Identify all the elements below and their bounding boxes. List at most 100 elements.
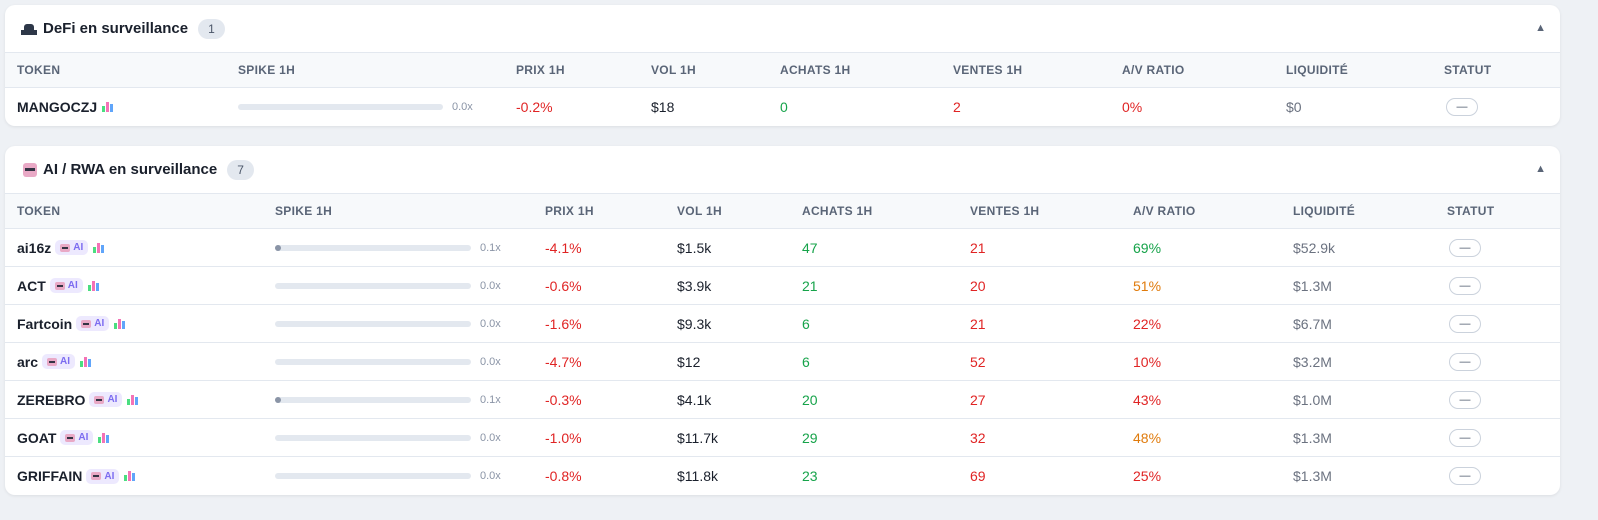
sells: 52: [970, 353, 986, 370]
status-button[interactable]: —: [1449, 428, 1481, 447]
section-header[interactable]: DeFi en surveillance 1 ▲: [5, 5, 1560, 53]
column-header[interactable]: SPIKE 1H: [238, 63, 296, 77]
ai-badge: AI: [42, 354, 76, 369]
chart-icon[interactable]: [87, 280, 99, 291]
table-row[interactable]: Fartcoin AI 0.0x -1.6% $9.3k 6 21 22% $6…: [5, 305, 1560, 343]
sells: 2: [953, 99, 961, 115]
column-header[interactable]: VOL 1H: [651, 63, 696, 77]
column-header[interactable]: SPIKE 1H: [275, 204, 333, 218]
volume: $3.9k: [677, 277, 712, 294]
column-header[interactable]: A/V RATIO: [1122, 63, 1185, 77]
token-name[interactable]: MANGOCZJ: [17, 99, 98, 115]
volume: $11.7k: [677, 429, 718, 446]
buy-sell-ratio: 10%: [1133, 353, 1162, 370]
bank-icon: [21, 22, 37, 36]
column-header[interactable]: VENTES 1H: [953, 63, 1023, 77]
table-row[interactable]: arc AI 0.0x -4.7% $12 6 52 10% $3.2M —: [5, 343, 1560, 381]
robot-icon: [91, 472, 102, 480]
buy-sell-ratio: 51%: [1133, 277, 1162, 294]
status-button[interactable]: —: [1449, 352, 1481, 371]
column-header[interactable]: ACHATS 1H: [802, 204, 873, 218]
column-header[interactable]: TOKEN: [17, 204, 61, 218]
status-button[interactable]: —: [1449, 390, 1481, 409]
price-change: -0.8%: [545, 468, 582, 484]
column-header[interactable]: PRIX 1H: [545, 204, 594, 218]
chart-icon[interactable]: [102, 102, 114, 112]
price-change: -0.2%: [516, 99, 553, 115]
ai-badge: AI: [89, 392, 123, 407]
ai-badge: AI: [55, 240, 89, 255]
liquidity: $1.3M: [1293, 429, 1332, 446]
buys: 20: [802, 391, 818, 408]
chart-icon[interactable]: [114, 318, 126, 329]
token-name[interactable]: Fartcoin: [17, 315, 73, 332]
ai-badge: AI: [60, 430, 94, 445]
column-header[interactable]: LIQUIDITÉ: [1293, 204, 1356, 218]
table-row[interactable]: MANGOCZJ 0.0x -0.2% $18 0 2 0% $0 —: [5, 88, 1560, 126]
buys: 0: [780, 99, 788, 115]
spike-value: 0.0x: [480, 279, 501, 292]
watchlist-section: AI / RWA en surveillance 7 ▲ TOKEN SPIKE 1…: [5, 146, 1560, 495]
table-row[interactable]: GRIFFAIN AI 0.0x -0.8% $11.8k 23 69 25% …: [5, 457, 1560, 495]
volume: $11.8k: [677, 468, 718, 484]
price-change: -4.1%: [545, 239, 582, 256]
spike-bar: [275, 320, 471, 327]
buy-sell-ratio: 0%: [1122, 99, 1143, 115]
collapse-toggle-icon[interactable]: ▲: [1535, 163, 1546, 175]
chart-icon[interactable]: [127, 394, 139, 405]
chart-icon[interactable]: [98, 432, 110, 443]
spike-value: 0.0x: [480, 317, 501, 330]
chart-icon[interactable]: [93, 242, 105, 253]
status-button[interactable]: —: [1449, 314, 1481, 333]
spike-bar: [275, 396, 471, 403]
column-header[interactable]: STATUT: [1447, 204, 1495, 218]
status-button[interactable]: —: [1446, 98, 1478, 116]
liquidity: $3.2M: [1293, 353, 1332, 370]
spike-value: 0.0x: [480, 355, 501, 368]
volume: $1.5k: [677, 239, 712, 256]
spike-bar: [275, 434, 471, 441]
volume: $18: [651, 99, 675, 115]
buy-sell-ratio: 43%: [1133, 391, 1162, 408]
table-header: TOKEN SPIKE 1H PRIX 1H VOL 1H ACHATS 1H VENTE…: [5, 194, 1560, 229]
price-change: -0.6%: [545, 277, 582, 294]
table-row[interactable]: ACT AI 0.0x -0.6% $3.9k 21 20 51% $1.3M …: [5, 267, 1560, 305]
column-header[interactable]: LIQUIDITÉ: [1286, 63, 1349, 77]
sells: 27: [970, 391, 986, 408]
table-row[interactable]: ai16z AI 0.1x -4.1% $1.5k 47 21 69% $52.…: [5, 229, 1560, 267]
column-header[interactable]: VENTES 1H: [970, 204, 1040, 218]
token-name[interactable]: arc: [17, 353, 39, 370]
section-title: DeFi en surveillance: [43, 20, 189, 37]
token-name[interactable]: GRIFFAIN: [17, 468, 83, 484]
column-header[interactable]: TOKEN: [17, 63, 61, 77]
ai-badge: AI: [49, 278, 83, 293]
token-name[interactable]: GOAT: [17, 429, 57, 446]
badge-label: AI: [67, 280, 78, 291]
column-header[interactable]: ACHATS 1H: [780, 63, 851, 77]
volume: $12: [677, 353, 701, 370]
section-header[interactable]: AI / RWA en surveillance 7 ▲: [5, 146, 1560, 194]
token-name[interactable]: ACT: [17, 277, 46, 294]
chart-icon[interactable]: [80, 356, 92, 367]
robot-icon: [47, 357, 58, 366]
spike-bar: [275, 473, 471, 479]
token-name[interactable]: ai16z: [17, 239, 52, 256]
column-header[interactable]: STATUT: [1444, 63, 1492, 77]
table-row[interactable]: ZEREBRO AI 0.1x -0.3% $4.1k 20 27 43% $1…: [5, 381, 1560, 419]
token-name[interactable]: ZEREBRO: [17, 391, 86, 408]
badge-label: AI: [73, 242, 84, 253]
column-header[interactable]: VOL 1H: [677, 204, 722, 218]
collapse-toggle-icon[interactable]: ▲: [1535, 22, 1546, 34]
column-header[interactable]: PRIX 1H: [516, 63, 565, 77]
badge-label: AI: [60, 356, 71, 367]
sells: 69: [970, 468, 986, 484]
watchlist-section: DeFi en surveillance 1 ▲ TOKEN SPIKE 1H PRI…: [5, 5, 1560, 126]
status-button[interactable]: —: [1449, 276, 1481, 295]
column-header[interactable]: A/V RATIO: [1133, 204, 1196, 218]
chart-icon[interactable]: [124, 471, 136, 481]
robot-icon: [23, 162, 37, 177]
status-button[interactable]: —: [1449, 467, 1481, 485]
liquidity: $1.3M: [1293, 468, 1332, 484]
table-row[interactable]: GOAT AI 0.0x -1.0% $11.7k 29 32 48% $1.3…: [5, 419, 1560, 457]
status-button[interactable]: —: [1449, 238, 1481, 257]
